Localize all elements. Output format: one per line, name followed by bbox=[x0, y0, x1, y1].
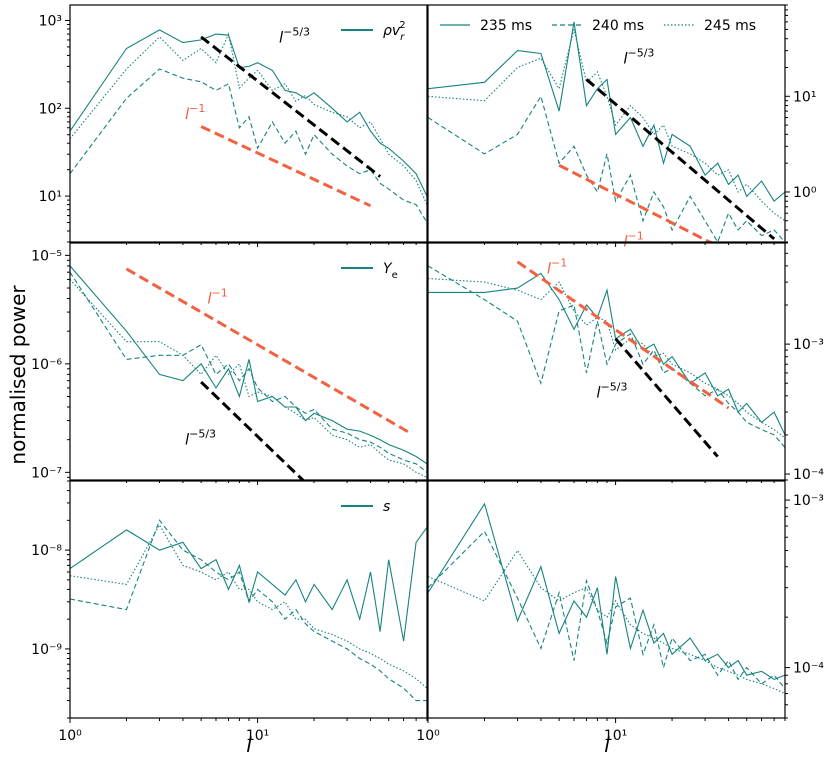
panel-frame bbox=[427, 242, 786, 481]
series-dashed-240-ms bbox=[70, 271, 427, 473]
series-dotted-245-ms bbox=[428, 277, 785, 439]
panel-top-right: l−5/3 l−1 10⁰ 10¹ 235 ms 240 ms 245 ms bbox=[427, 4, 817, 250]
ref-label-l_minus_5_3: l−5/3 bbox=[623, 47, 654, 68]
y-tick-label: 10¹ bbox=[793, 89, 816, 105]
legend-label: ρvr2 bbox=[383, 20, 406, 43]
y-tick-label: 10⁻⁹ bbox=[31, 642, 62, 658]
x-tick-label: 10¹ bbox=[246, 728, 269, 744]
legend: ρvr2 bbox=[341, 20, 406, 43]
y-tick-label: 10⁻³ bbox=[793, 493, 824, 509]
y-tick-label: 10⁻⁷ bbox=[31, 465, 62, 481]
ref-line-l_minus_1 bbox=[558, 163, 713, 242]
y-axis-label: normalised power bbox=[6, 285, 30, 465]
series-dashed-240-ms bbox=[70, 68, 427, 223]
panel-top-left: l−5/3 l−1 10¹ 10² 10³ ρvr2 bbox=[39, 4, 428, 247]
y-tick-label: 10⁻⁴ bbox=[793, 467, 824, 483]
y-tick-label: 10⁰ bbox=[793, 185, 817, 201]
ref-label-l_minus_1: l−1 bbox=[185, 102, 205, 123]
panel-frame bbox=[69, 242, 428, 481]
series-dotted-245-ms bbox=[70, 523, 427, 689]
x-tick-label: 10⁰ bbox=[416, 728, 440, 744]
y-tick-label: 10¹ bbox=[39, 189, 62, 205]
series-solid-235-ms bbox=[428, 502, 785, 681]
panel-middle-right: l−1 l−5/3 10⁻⁴ 10⁻³ bbox=[427, 242, 824, 485]
series-solid-235-ms bbox=[428, 21, 785, 203]
y-tick-label: 10⁻⁴ bbox=[793, 661, 824, 677]
series-solid-235-ms bbox=[70, 526, 427, 642]
ref-line-l_minus_5_3 bbox=[200, 35, 382, 178]
y-tick-label: 10² bbox=[39, 101, 62, 117]
series-dashed-240-ms bbox=[428, 530, 785, 689]
series-dashed-240-ms bbox=[70, 519, 427, 702]
x-tick-label: 10⁰ bbox=[58, 728, 82, 744]
ref-line-l_minus_5_3 bbox=[200, 380, 305, 480]
ref-line-l_minus_1 bbox=[125, 267, 411, 435]
panel-bottom-right: 10⁻⁴ 10⁻³ 10⁰ 10¹ bbox=[416, 480, 824, 744]
legend: Ye bbox=[341, 261, 398, 281]
series-dashed-240-ms bbox=[428, 265, 785, 448]
legend-entry-label: 235 ms bbox=[480, 18, 532, 34]
panel-frame bbox=[427, 480, 786, 719]
ref-label-l_minus_1: l−1 bbox=[623, 229, 643, 250]
legend: s bbox=[341, 499, 390, 515]
panel-frame bbox=[427, 4, 786, 243]
y-tick-label: 10⁻³ bbox=[793, 337, 824, 353]
legend-entry-label: 240 ms bbox=[592, 18, 644, 34]
panel-frame bbox=[69, 4, 428, 243]
y-tick-label: 10⁻⁸ bbox=[31, 543, 62, 559]
series-solid-235-ms bbox=[70, 265, 427, 465]
series-dotted-245-ms bbox=[428, 549, 785, 694]
legend-label: s bbox=[383, 499, 390, 515]
legend-times: 235 ms 240 ms 245 ms bbox=[440, 18, 756, 34]
y-tick-label: 10⁻⁵ bbox=[31, 248, 62, 264]
plot-area bbox=[428, 502, 785, 694]
panels: l−5/3 l−1 10¹ 10² 10³ ρvr2 l−5/3 l−1 10⁰ 10¹ 235 m… bbox=[31, 4, 824, 744]
series-dotted-245-ms bbox=[70, 32, 427, 205]
plot-area bbox=[428, 21, 785, 242]
legend-label: Ye bbox=[383, 261, 398, 281]
plot-area bbox=[70, 29, 427, 223]
legend-entry-label: 245 ms bbox=[704, 18, 756, 34]
ref-label-l_minus_5_3: l−5/3 bbox=[185, 428, 216, 449]
ref-line-l_minus_5_3 bbox=[585, 78, 776, 241]
series-dashed-240-ms bbox=[428, 94, 785, 242]
plot-area bbox=[70, 519, 427, 702]
ref-line-l_minus_1 bbox=[516, 260, 730, 410]
panel-middle-left: l−1 l−5/3 10⁻⁷ 10⁻⁶ 10⁻⁵ Ye bbox=[31, 242, 428, 485]
ref-label-l_minus_5_3: l−5/3 bbox=[596, 380, 627, 401]
series-dotted-245-ms bbox=[428, 29, 785, 222]
panel-frame bbox=[69, 480, 428, 719]
ref-line-l_minus_1 bbox=[200, 125, 372, 208]
ref-label-l_minus_1: l−1 bbox=[547, 256, 567, 277]
y-tick-label: 10³ bbox=[39, 13, 62, 29]
series-dotted-245-ms bbox=[70, 279, 427, 478]
ref-label-l_minus_1: l−1 bbox=[207, 286, 227, 307]
ref-label-l_minus_5_3: l−5/3 bbox=[279, 26, 310, 47]
x-axis-label-right: l bbox=[604, 733, 610, 757]
x-axis-label-left: l bbox=[246, 733, 252, 757]
series-solid-235-ms bbox=[428, 272, 785, 436]
panel-bottom-left: 10⁻⁹ 10⁻⁸ 10⁰ 10¹ s bbox=[31, 480, 428, 744]
plot-area bbox=[70, 265, 427, 480]
plot-area bbox=[428, 260, 785, 458]
y-tick-label: 10⁻⁶ bbox=[31, 357, 62, 373]
x-tick-label: 10¹ bbox=[604, 728, 627, 744]
ref-line-l_minus_5_3 bbox=[614, 337, 719, 458]
